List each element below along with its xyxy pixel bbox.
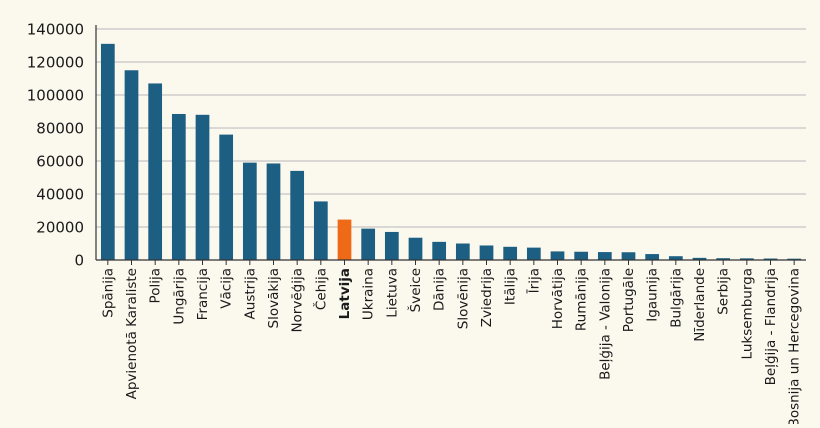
x-tick-label: Igaunija bbox=[645, 268, 661, 322]
x-tick-label: Norvēģija bbox=[290, 268, 306, 333]
bar-22 bbox=[621, 252, 636, 260]
x-tick-label: Beļģija - Flandrija bbox=[763, 268, 779, 385]
bar-21 bbox=[597, 252, 612, 260]
x-tick-label: Itālija bbox=[503, 268, 519, 305]
x-tick-label: Nīderlande bbox=[692, 268, 708, 342]
bar-14 bbox=[432, 241, 447, 260]
x-tick-label: Zviedrija bbox=[479, 268, 495, 327]
bar-28 bbox=[763, 258, 778, 260]
x-tick-label: Slovākija bbox=[266, 268, 282, 328]
y-tick-label: 40000 bbox=[36, 186, 84, 204]
bar-26 bbox=[716, 258, 731, 260]
bar-24 bbox=[668, 256, 683, 260]
bar-19 bbox=[550, 251, 565, 260]
bars bbox=[100, 43, 802, 260]
x-tick-label: Serbija bbox=[716, 268, 732, 315]
x-tick-label: Luksemburga bbox=[739, 268, 755, 359]
bar-27 bbox=[739, 258, 754, 260]
x-tick-label: Dānija bbox=[432, 268, 448, 311]
x-tick-label: Latvija bbox=[337, 268, 353, 319]
x-tick-label: Lietuva bbox=[384, 268, 400, 318]
x-tick-label: Šveice bbox=[406, 268, 424, 312]
x-tick-label: Slovēnija bbox=[455, 268, 471, 329]
bar-1 bbox=[124, 70, 139, 260]
gridlines bbox=[96, 28, 806, 228]
x-tick-label: Apvienotā Karaliste bbox=[124, 268, 140, 399]
bar-7 bbox=[266, 163, 281, 260]
bar-5 bbox=[219, 134, 234, 260]
bar-12 bbox=[384, 231, 399, 260]
x-tick-label: Vācija bbox=[219, 268, 235, 309]
x-tick-label: Portugāle bbox=[621, 268, 637, 332]
x-tick-label: Beļģija - Valonija bbox=[597, 268, 613, 380]
bar-11 bbox=[361, 228, 376, 260]
y-tick-label: 140000 bbox=[27, 21, 84, 39]
y-tick-label: 80000 bbox=[36, 120, 84, 138]
x-tick-label: Bosnija un Hercegovina bbox=[787, 268, 803, 424]
bar-13 bbox=[408, 237, 423, 260]
x-tick-label: Čehija bbox=[311, 268, 329, 310]
x-tick-label: Ungārija bbox=[171, 268, 187, 325]
x-tick-label: Bulgārija bbox=[668, 268, 684, 328]
bar-16 bbox=[479, 245, 494, 260]
bar-20 bbox=[574, 251, 589, 260]
bar-23 bbox=[645, 254, 660, 260]
axes bbox=[95, 25, 806, 265]
bar-15 bbox=[455, 243, 470, 260]
y-tick-labels: 0 20000 40000 60000 80000 100000 120000 140000 bbox=[27, 21, 84, 270]
bar-9 bbox=[313, 201, 328, 260]
x-tick-labels: Spānija Apvienotā Karaliste Polija Ungārija… bbox=[100, 268, 803, 427]
bar-8 bbox=[290, 170, 305, 260]
y-tick-label: 100000 bbox=[27, 87, 84, 105]
x-tick-label: Francija bbox=[195, 268, 211, 320]
x-tick-label: Austrija bbox=[242, 268, 258, 319]
bar-4 bbox=[195, 114, 210, 260]
bar-6 bbox=[242, 162, 257, 260]
bar-10 bbox=[337, 219, 352, 260]
bar-3 bbox=[171, 113, 186, 260]
x-tick-label: Spānija bbox=[100, 268, 116, 318]
y-tick-label: 120000 bbox=[27, 54, 84, 72]
bar-0 bbox=[100, 43, 115, 260]
bar-2 bbox=[148, 83, 163, 260]
x-tick-label: Polija bbox=[148, 268, 164, 303]
y-tick-label: 20000 bbox=[36, 219, 84, 237]
bar-29 bbox=[787, 258, 802, 260]
bar-25 bbox=[692, 257, 707, 260]
x-tick-label: Rumānija bbox=[574, 268, 590, 331]
x-tick-label: Ukraina bbox=[361, 268, 377, 320]
y-tick-label: 60000 bbox=[36, 153, 84, 171]
x-tick-label: Īrija bbox=[525, 268, 542, 293]
x-tick-label: Horvātija bbox=[550, 268, 566, 329]
bar-17 bbox=[503, 246, 518, 260]
y-tick-label: 0 bbox=[74, 252, 84, 270]
bar-18 bbox=[526, 247, 541, 260]
